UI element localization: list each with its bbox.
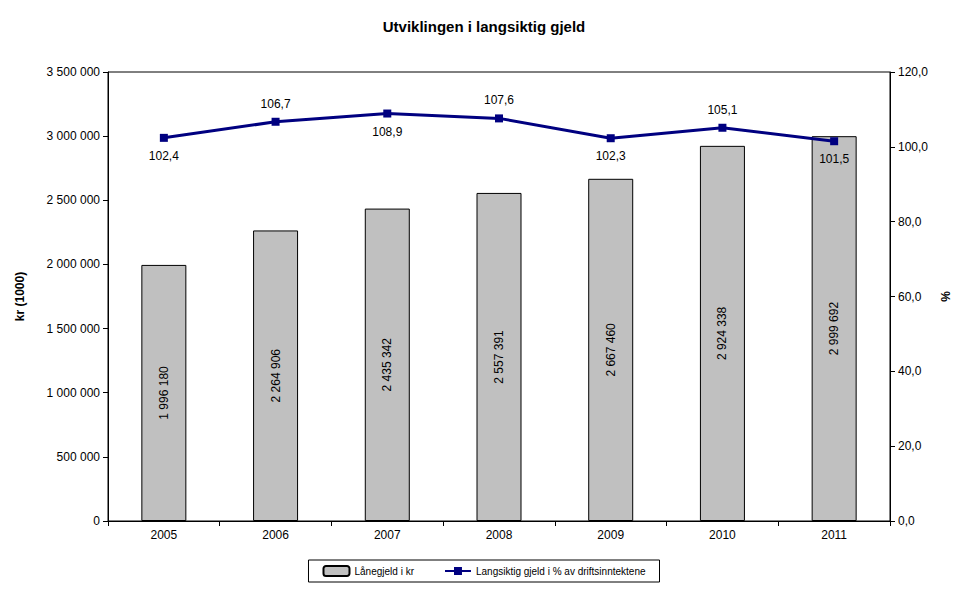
svg-text:Lånegjeld i kr: Lånegjeld i kr [354, 566, 414, 577]
svg-text:100,0: 100,0 [898, 140, 928, 154]
svg-text:%: % [939, 291, 953, 302]
svg-text:2010: 2010 [709, 528, 736, 542]
svg-text:2 667 460: 2 667 460 [604, 323, 618, 377]
svg-text:3 500 000: 3 500 000 [47, 65, 101, 79]
svg-text:40,0: 40,0 [898, 364, 922, 378]
svg-text:2008: 2008 [486, 528, 513, 542]
svg-text:105,1: 105,1 [707, 103, 737, 117]
svg-text:Langsiktig gjeld i % av drifts: Langsiktig gjeld i % av driftsinntektene [476, 566, 646, 577]
svg-text:500 000: 500 000 [57, 450, 101, 464]
svg-text:107,6: 107,6 [484, 93, 514, 107]
svg-text:2 435 342: 2 435 342 [380, 338, 394, 392]
svg-text:120,0: 120,0 [898, 65, 928, 79]
svg-text:2011: 2011 [821, 528, 847, 542]
svg-text:2007: 2007 [374, 528, 401, 542]
svg-text:2 264 906: 2 264 906 [269, 349, 283, 403]
svg-text:2 999 692: 2 999 692 [827, 302, 841, 356]
svg-text:2005: 2005 [151, 528, 178, 542]
svg-text:102,4: 102,4 [149, 149, 179, 163]
svg-text:2009: 2009 [597, 528, 624, 542]
svg-text:108,9: 108,9 [372, 125, 402, 139]
svg-text:0,0: 0,0 [898, 514, 915, 528]
svg-text:102,3: 102,3 [596, 149, 626, 163]
svg-text:0: 0 [93, 514, 100, 528]
svg-text:1 000 000: 1 000 000 [47, 386, 101, 400]
svg-text:1 500 000: 1 500 000 [47, 322, 101, 336]
svg-text:20,0: 20,0 [898, 439, 922, 453]
svg-text:3 000 000: 3 000 000 [47, 129, 101, 143]
svg-text:2 500 000: 2 500 000 [47, 193, 101, 207]
svg-text:kr (1000): kr (1000) [13, 272, 27, 321]
svg-text:2 924 338: 2 924 338 [715, 306, 729, 360]
svg-text:2006: 2006 [262, 528, 289, 542]
svg-text:80,0: 80,0 [898, 215, 922, 229]
svg-text:Utviklingen i langsiktig gjeld: Utviklingen i langsiktig gjeld [383, 18, 586, 35]
svg-text:2 000 000: 2 000 000 [47, 257, 101, 271]
svg-text:60,0: 60,0 [898, 290, 922, 304]
svg-text:101,5: 101,5 [819, 152, 849, 166]
svg-text:106,7: 106,7 [261, 97, 291, 111]
svg-text:1 996 180: 1 996 180 [157, 366, 171, 420]
svg-text:2 557 391: 2 557 391 [492, 330, 506, 384]
